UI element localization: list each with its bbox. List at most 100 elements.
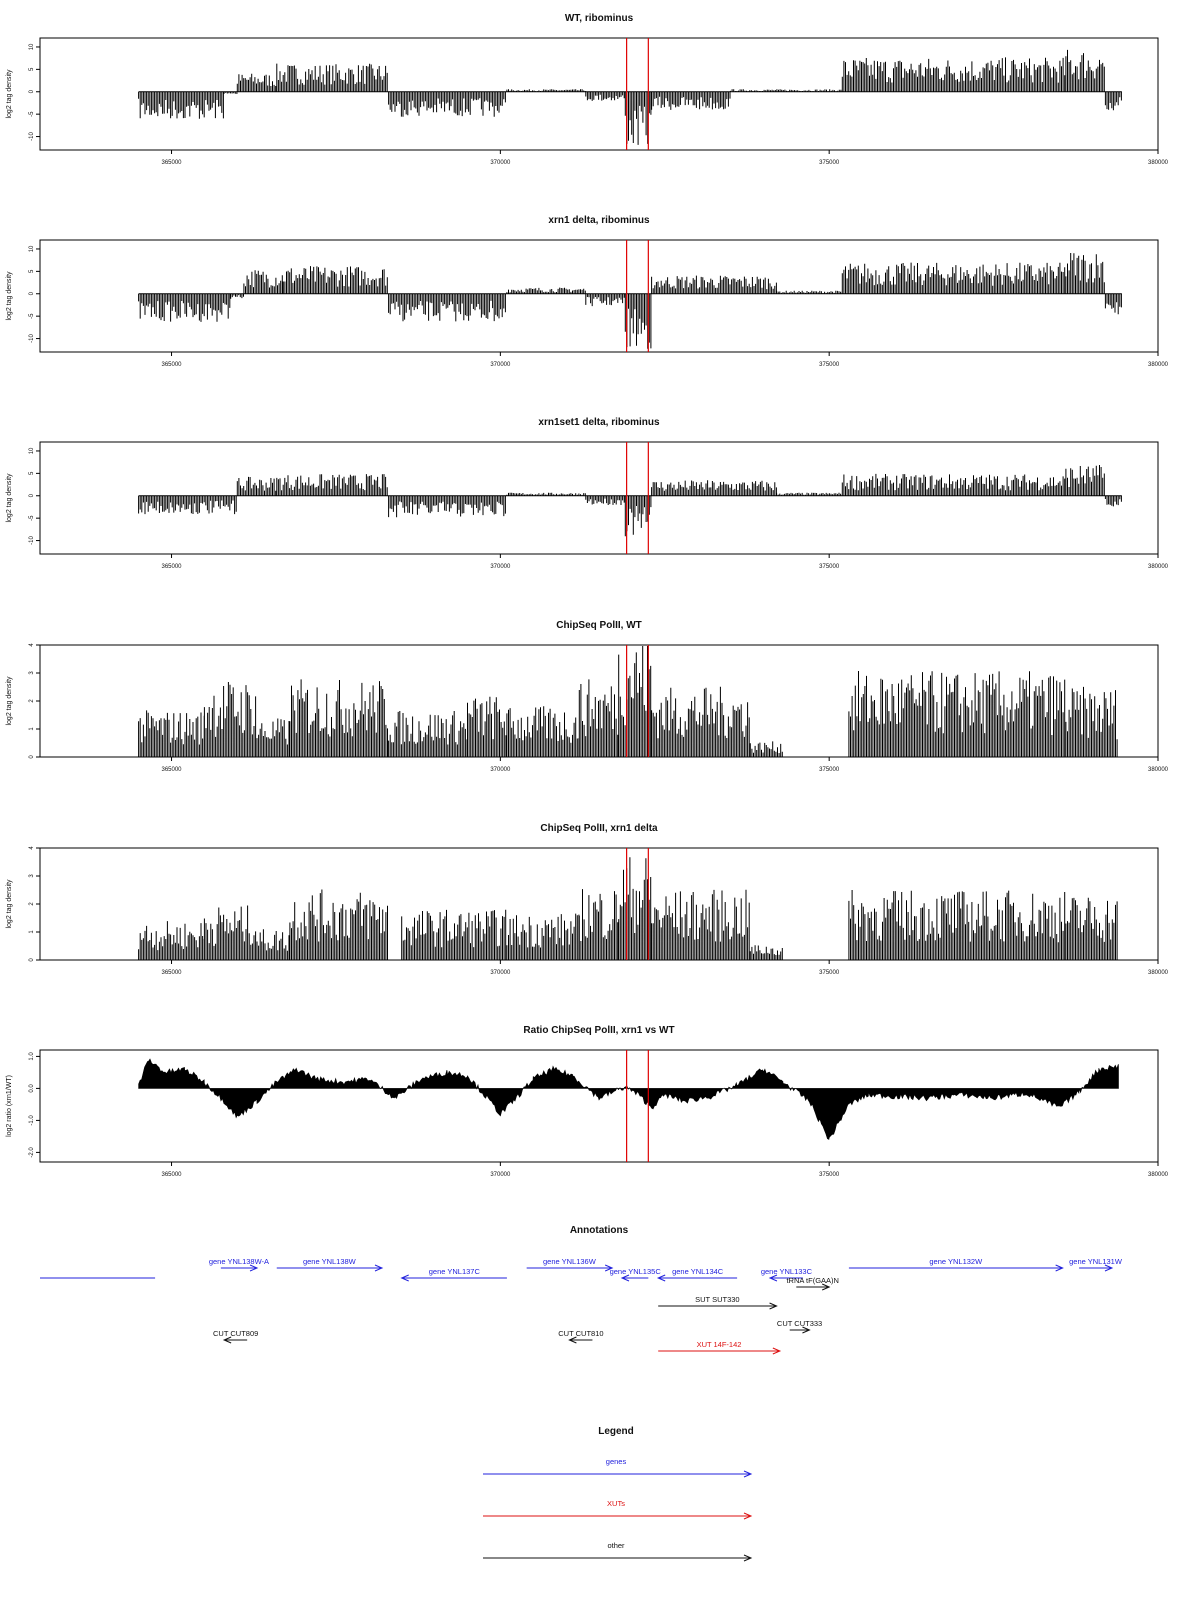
x-tick-label: 375000 (819, 767, 840, 773)
chart-title: xrn1 delta, ribominus (548, 215, 650, 226)
feature-arrow (768, 1274, 803, 1282)
legend-arrow (483, 1554, 753, 1562)
y-axis-label: log2 tag density (6, 676, 13, 726)
feature-arrow (658, 1302, 778, 1310)
y-tick-label: 4 (29, 846, 35, 850)
feature-label: gene YNL134C (672, 1267, 724, 1276)
legend-panel: Legend genes XUTs other (483, 1426, 753, 1562)
y-tick-label: 5 (29, 471, 35, 475)
feature-label: gene YNL138W-A (209, 1257, 269, 1266)
chart-title: ChipSeq PolII, WT (556, 620, 642, 631)
x-tick-label: 375000 (819, 564, 840, 570)
chart-panel-2: xrn1 delta, ribominus log2 tag density 10 5… (6, 215, 1169, 368)
y-tick-label: 3 (29, 874, 35, 878)
y-tick-label: -10 (29, 536, 35, 545)
feature-label: gene YNL131W (1069, 1257, 1123, 1266)
x-tick-label: 365000 (162, 970, 183, 976)
chart-panel-3: xrn1set1 delta, ribominus log2 tag densit… (6, 417, 1169, 570)
plot-frame (39, 37, 1159, 151)
feature-label: gene YNL138W (303, 1257, 357, 1266)
feature-label: gene YNL135C (610, 1267, 662, 1276)
feature-arrow (620, 1274, 649, 1282)
feature-label: gene YNL132W (929, 1257, 983, 1266)
y-tick-label: -10 (29, 132, 35, 141)
chart-panel-6: Ratio ChipSeq PolII, xrn1 vs WT log2 rati… (6, 1025, 1169, 1178)
y-tick-label: 5 (29, 269, 35, 273)
x-tick-label: 365000 (162, 160, 183, 166)
x-tick-label: 365000 (162, 564, 183, 570)
plot-frame (39, 239, 1159, 353)
feature-arrow (658, 1347, 782, 1355)
feature-label: SUT SUT330 (695, 1295, 739, 1304)
y-tick-label: 1.0 (29, 1052, 35, 1061)
feature-arrow (568, 1336, 593, 1344)
chart-title: xrn1set1 delta, ribominus (538, 417, 660, 428)
legend-label: XUTs (607, 1499, 625, 1508)
x-tick-label: 375000 (819, 160, 840, 166)
x-tick-label: 370000 (490, 564, 511, 570)
y-tick-label: -1.0 (29, 1115, 35, 1126)
plot-frame (39, 1049, 1159, 1163)
y-tick-label: -10 (29, 334, 35, 343)
feature-arrow (220, 1264, 259, 1272)
chart-panel-1: WT, ribominus log2 tag density 10 5 0 -5 -10 36… (6, 13, 1169, 166)
x-tick-label: 380000 (1148, 767, 1169, 773)
y-tick-label: 2 (29, 902, 35, 906)
x-tick-label: 380000 (1148, 970, 1169, 976)
y-tick-label: 5 (29, 67, 35, 71)
y-axis-label: log2 tag density (6, 271, 13, 321)
x-tick-label: 365000 (162, 362, 183, 368)
x-tick-label: 370000 (490, 362, 511, 368)
y-axis-label: log2 tag density (6, 473, 13, 523)
feature-arrow (400, 1274, 507, 1282)
x-tick-label: 370000 (490, 1172, 511, 1178)
chart-title: WT, ribominus (565, 13, 634, 24)
y-tick-label: -2.0 (29, 1147, 35, 1158)
x-tick-label: 375000 (819, 1172, 840, 1178)
feature-label: CUT CUT810 (558, 1329, 603, 1338)
chart-panel-5: ChipSeq PolII, xrn1 delta log2 tag densit… (6, 823, 1169, 976)
chart-panel-4: ChipSeq PolII, WT log2 tag density 0 1 2 3 4 36… (6, 620, 1169, 773)
feature-arrow (848, 1264, 1064, 1272)
y-tick-label: 3 (29, 671, 35, 675)
y-tick-label: 10 (29, 447, 35, 454)
x-tick-label: 380000 (1148, 362, 1169, 368)
y-axis-label: log2 tag density (6, 69, 13, 119)
y-axis-label: log2 tag density (6, 879, 13, 929)
feature-label: gene YNL137C (429, 1267, 481, 1276)
y-tick-label: 0 (29, 958, 35, 962)
x-tick-label: 380000 (1148, 1172, 1169, 1178)
y-tick-label: 4 (29, 643, 35, 647)
y-tick-label: -5 (29, 515, 35, 521)
legend-label: other (607, 1541, 625, 1550)
x-tick-label: 370000 (490, 160, 511, 166)
feature-arrow (656, 1274, 738, 1282)
annotations-panel: Annotations gene YNL138W-A gene YNL138W gen… (40, 1225, 1123, 1355)
feature-arrow (1079, 1264, 1114, 1272)
y-tick-label: 10 (29, 43, 35, 50)
legend-label: genes (606, 1457, 627, 1466)
feature-label: gene YNL133C (761, 1267, 813, 1276)
chart-title: ChipSeq PolII, xrn1 delta (540, 823, 658, 834)
x-tick-label: 365000 (162, 1172, 183, 1178)
y-tick-label: 0 (29, 493, 35, 497)
x-tick-label: 375000 (819, 362, 840, 368)
legend-title: Legend (598, 1426, 634, 1437)
feature-arrow (796, 1283, 831, 1291)
feature-label: XUT 14F-142 (697, 1340, 742, 1349)
legend-arrow (483, 1512, 753, 1520)
y-tick-label: -5 (29, 313, 35, 319)
feature-arrow (789, 1326, 811, 1334)
y-tick-label: 1 (29, 727, 35, 731)
x-tick-label: 370000 (490, 970, 511, 976)
density-trace (138, 857, 1118, 960)
feature-label: CUT CUT333 (777, 1319, 822, 1328)
feature-arrow (222, 1336, 248, 1344)
legend-arrow (483, 1470, 753, 1478)
y-tick-label: 1 (29, 930, 35, 934)
density-trace (138, 49, 1122, 145)
y-tick-label: -5 (29, 111, 35, 117)
y-tick-label: 2 (29, 699, 35, 703)
density-trace (138, 646, 1118, 757)
